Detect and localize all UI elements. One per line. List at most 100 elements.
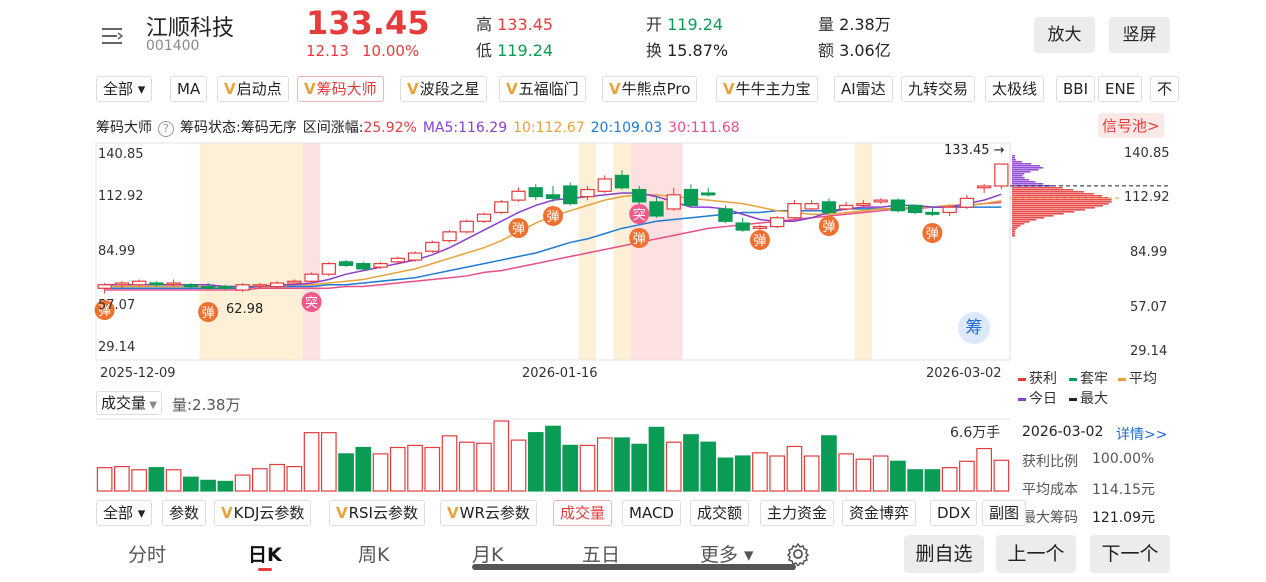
period-tab[interactable]: 月K [472, 544, 504, 566]
chip-bar [1012, 183, 1044, 185]
volume-bar [545, 425, 561, 492]
indicator-tab[interactable]: ENE [1098, 76, 1143, 102]
subchart-tab[interactable]: 成交额 [690, 500, 750, 526]
volume-bar [165, 469, 182, 492]
chip-bar [1012, 159, 1016, 161]
price-change-pct: 10.00% [362, 42, 420, 60]
volume-bar [320, 432, 337, 492]
range-label: 区间涨幅: [302, 120, 364, 136]
candle-body [476, 213, 492, 222]
candle-body [907, 204, 923, 214]
signal-pool-button[interactable]: 信号池> [1098, 113, 1164, 138]
indicator-tab[interactable]: AI雷达 [834, 76, 893, 102]
subchart-tab[interactable]: 成交量 [553, 500, 613, 526]
subchart-tab[interactable]: 资金博弈 [842, 500, 917, 526]
subchart-tab[interactable]: 参数 [162, 500, 207, 526]
chip-bar [1012, 211, 1075, 213]
indicator-tab[interactable]: MA [170, 76, 208, 102]
vip-icon: V [723, 80, 735, 98]
period-tab[interactable]: 周K [358, 544, 390, 566]
price-axis-left: 140.85 [98, 147, 144, 162]
low-stat: 低 119.24 [476, 41, 554, 60]
zoom-button[interactable]: 放大 [1034, 17, 1095, 53]
indicator-tab[interactable]: V牛牛主力宝 [716, 76, 818, 102]
trapped-swatch [1069, 377, 1077, 381]
subchart-tab[interactable]: MACD [622, 500, 681, 526]
volume-bar [700, 441, 717, 492]
help-icon[interactable]: ? [158, 121, 174, 137]
subchart-tab[interactable]: 副图 [982, 500, 1027, 526]
profit-swatch [1018, 377, 1026, 381]
price-axis-left: 112.92 [98, 189, 144, 204]
candle-body [890, 199, 906, 212]
indicator-tab[interactable]: BBI [1056, 76, 1096, 102]
volume-bar [648, 426, 665, 492]
signal-marker-label: 突 [633, 207, 646, 223]
indicator-tab[interactable]: 全部 ▾ [96, 76, 153, 102]
candle-body [97, 284, 112, 289]
volume-bar [959, 460, 975, 492]
candle-body [252, 284, 267, 287]
prev-stock-button[interactable]: 上一个 [996, 535, 1076, 573]
indicator-tab[interactable]: 九转交易 [901, 76, 976, 102]
chip-detail-link[interactable]: 详情>> [1116, 427, 1168, 443]
volume-bar [872, 455, 889, 492]
highlight-zone [199, 143, 303, 360]
price-change: 12.13 [306, 42, 349, 60]
subchart-tab[interactable]: DDX [930, 500, 978, 526]
chip-bar [1012, 163, 1032, 165]
candle-body [563, 185, 578, 205]
chip-bar [1012, 223, 1025, 225]
subchart-tab[interactable]: VKDJ云参数 [214, 500, 312, 526]
candle-body [666, 194, 681, 210]
subchart-tab[interactable]: 全部 ▾ [96, 500, 153, 526]
signal-marker [922, 223, 943, 243]
indicator-tab[interactable]: V五福临门 [499, 76, 586, 102]
menu-icon[interactable] [100, 26, 124, 46]
volume-bar [907, 469, 923, 492]
vip-icon: V [609, 80, 621, 98]
volume-bar [458, 441, 475, 492]
chip-bar [1012, 187, 1063, 189]
chip-bar [1012, 221, 1030, 223]
candle-body [407, 252, 423, 261]
subchart-tab[interactable]: VWR云参数 [440, 500, 537, 526]
candle-body [459, 220, 474, 233]
ma30-line [104, 201, 1002, 291]
candle-body [373, 262, 388, 268]
indicator-tab[interactable]: 不 [1150, 76, 1180, 102]
subchart-tab[interactable]: 主力资金 [760, 500, 835, 526]
period-tab[interactable]: 分时 [128, 544, 167, 566]
indicator-tab[interactable]: V牛熊点Pro [602, 76, 698, 102]
legend-avg: 平均 [1118, 368, 1157, 388]
indicator-tab[interactable]: V波段之星 [400, 76, 487, 102]
next-stock-button[interactable]: 下一个 [1090, 535, 1170, 573]
volume-selector[interactable]: 成交量 ▼ [96, 391, 162, 415]
period-tab[interactable]: 更多 ▾ [700, 544, 754, 566]
volume-bar [769, 455, 786, 492]
period-tab[interactable]: 五日 [582, 544, 621, 566]
volume-bar [855, 458, 872, 492]
volume-bar [734, 455, 751, 492]
indicator-tab[interactable]: V启动点 [217, 76, 289, 102]
remove-watchlist-button[interactable]: 删自选 [904, 535, 984, 573]
chip-bar [1012, 171, 1031, 173]
chip-bar [1012, 157, 1015, 159]
vip-icon: V [304, 80, 316, 98]
indicator-tab[interactable]: V筹码大师 [297, 76, 384, 102]
subchart-tab[interactable]: VRSI云参数 [329, 500, 425, 526]
candle-body [701, 192, 716, 196]
chip-bar [1012, 235, 1015, 237]
max-chip-value: 121.09元 [1092, 510, 1155, 526]
period-tab[interactable]: 日K [248, 544, 282, 566]
signal-marker-label: 弹 [822, 220, 835, 235]
volume-bar [786, 445, 803, 492]
portrait-button[interactable]: 竖屏 [1109, 17, 1170, 53]
chip-toggle-icon[interactable]: 筹 [958, 312, 990, 344]
candle-body [614, 174, 630, 189]
amount-stat: 额 3.06亿 [818, 41, 891, 60]
volume-bar [372, 453, 389, 492]
settings-icon[interactable] [786, 542, 810, 568]
indicator-tab[interactable]: 太极线 [985, 76, 1045, 102]
